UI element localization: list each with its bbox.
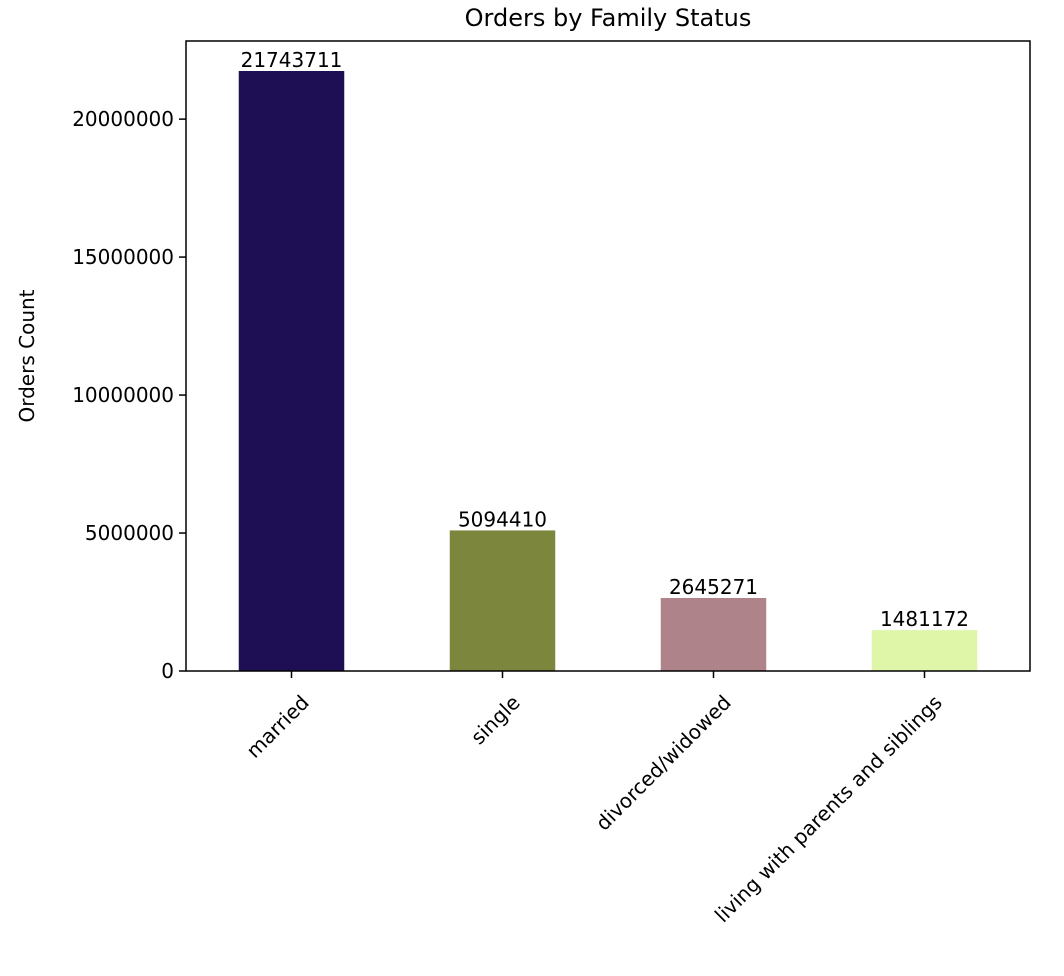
y-ticks-layer: 0 5000000 10000000 15000000 20000000 — [72, 107, 186, 683]
x-tick-label: married — [241, 690, 313, 762]
bar-living-with-parents-and-siblings — [871, 630, 978, 671]
bar-single — [449, 530, 556, 671]
y-tick-label: 5000000 — [85, 521, 174, 545]
plot-frame — [185, 40, 1031, 672]
x-tick-label: living with parents and siblings — [710, 690, 947, 927]
y-tick-label: 15000000 — [72, 245, 174, 269]
bar-divorced-widowed — [660, 598, 767, 671]
data-label: 21743711 — [241, 48, 343, 72]
bar-married — [238, 70, 345, 671]
y-axis-label: Orders Count — [15, 289, 39, 422]
chart-title: Orders by Family Status — [465, 4, 752, 32]
data-labels-layer: 21743711 5094410 2645271 1481172 — [241, 48, 969, 631]
x-tick-label: divorced/widowed — [591, 690, 736, 835]
y-tick-label: 0 — [161, 659, 174, 683]
bars-layer — [238, 70, 978, 671]
data-label: 2645271 — [669, 575, 758, 599]
data-label: 5094410 — [458, 507, 547, 531]
data-label: 1481172 — [880, 607, 969, 631]
y-tick-label: 10000000 — [72, 383, 174, 407]
x-tick-label: single — [466, 690, 525, 749]
y-tick-label: 20000000 — [72, 107, 174, 131]
